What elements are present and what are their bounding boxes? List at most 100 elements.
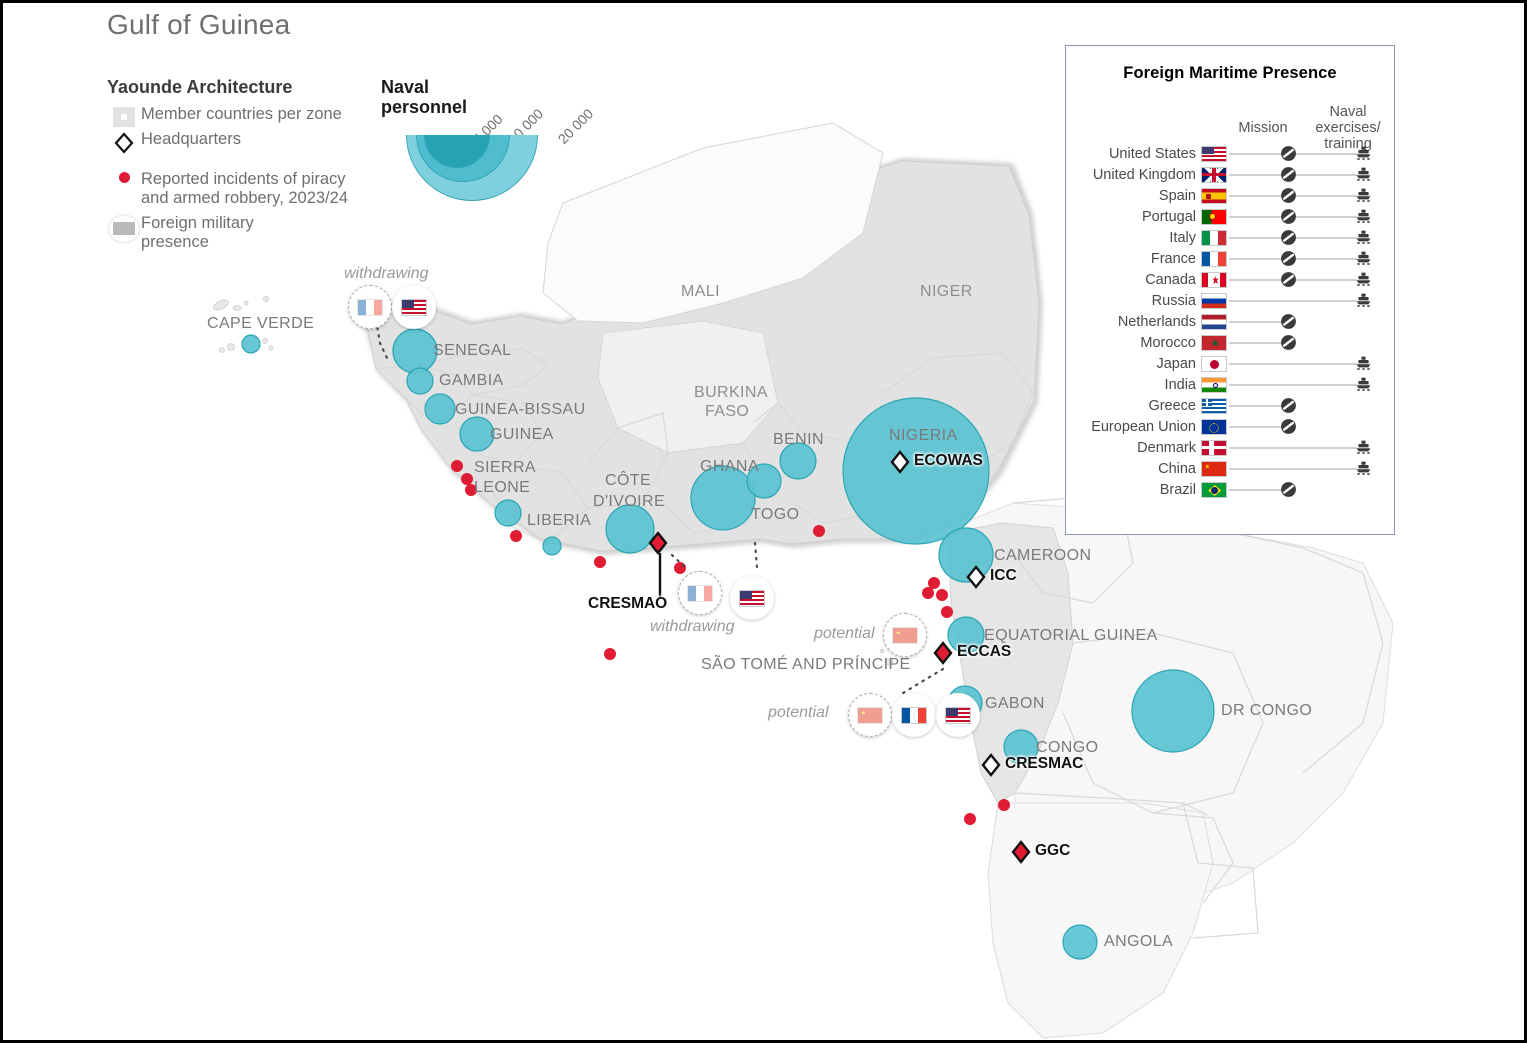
headquarters-label: CRESMAO [588,595,668,612]
maritime-presence-column-headers: Mission Naval exercises/ training [1066,99,1394,152]
piracy-incident-dot [922,587,934,599]
maritime-indicator-track [1227,374,1394,395]
naval-personnel-circle [459,416,495,452]
country-label: ANGOLA [1104,933,1174,950]
military-badge-caption: potential [768,704,829,721]
badge-gabon [848,693,980,737]
maritime-indicator-track [1227,311,1394,332]
flag-ru-icon [1201,292,1227,309]
flag-fr-icon [1201,250,1227,267]
eccas-zone-region [947,522,1074,804]
maritime-presence-row: Russia [1066,290,1394,311]
connector-line [1229,300,1357,302]
country-borders [374,348,1384,939]
diamond-icon [966,565,986,589]
naval-personnel-circle [1003,729,1039,765]
maritime-indicator-track [1227,269,1394,290]
country-label: GABON [985,695,1045,712]
naval-personnel-legend: Naval personnel 5 000 10 000 20 000 [381,73,611,203]
naval-personnel-circles [241,328,1215,960]
country-label: MALI [681,283,720,300]
legend-item-headquarters: Headquarters [107,130,397,154]
naval-exercise-ship-icon [1355,439,1372,456]
headquarters-marker [647,531,669,560]
country-label: LEONE [474,479,531,496]
military-flag-bubble [730,576,774,620]
maritime-country-name: Italy [1169,229,1196,246]
mission-icon [1280,187,1297,204]
piracy-incident-dot [594,556,606,568]
headquarters-marker [889,450,911,479]
flag-fr-icon [687,584,713,602]
connector-line [1229,405,1282,407]
country-label: EQUATORIAL GUINEA [984,627,1158,644]
naval-personnel-circle [424,393,456,425]
military-flag-bubble [678,571,722,615]
piracy-incident-dot [928,577,940,589]
badge-cote-divoire [678,571,722,615]
maritime-indicator-track [1227,458,1394,479]
legend-heading: Yaounde Architecture [107,77,293,97]
mission-icon [1280,166,1297,183]
maritime-presence-row: India [1066,374,1394,395]
military-flag-bubble [848,693,892,737]
country-label: TOGO [751,506,800,523]
country-label: FASO [705,403,750,420]
maritime-presence-row: United Kingdom [1066,164,1394,185]
legend-label-military-line1: Foreign military [141,213,254,232]
flag-pt-icon [1201,208,1227,225]
piracy-incident-dot [813,525,825,537]
foreign-maritime-presence-panel: Foreign Maritime Presence Mission Naval … [1065,45,1395,535]
maritime-indicator-track [1227,227,1394,248]
maritime-country-name: Spain [1158,187,1196,204]
flag-fr-icon [901,706,927,724]
naval-exercise-ship-icon [1355,229,1372,246]
maritime-presence-row: Netherlands [1066,311,1394,332]
maritime-country-name: Morocco [1140,334,1196,351]
flag-es-icon [1201,187,1227,204]
legend-item-military-presence: Foreign military presence [107,214,397,252]
maritime-presence-row: European Union [1066,416,1394,437]
naval-legend-title-line2: personnel [381,97,468,118]
mission-icon [1280,271,1297,288]
country-label: GUINEA-BISSAU [455,401,586,418]
flag-ca-icon [1201,271,1227,288]
country-label: SENEGAL [433,342,512,359]
maritime-country-name: Russia [1151,292,1196,309]
maritime-indicator-track [1227,185,1394,206]
flag-us-icon [401,298,427,316]
naval-exercise-ship-icon [1355,355,1372,372]
military-badge-caption: potential [814,625,875,642]
mission-icon [1280,481,1297,498]
naval-personnel-circle [241,334,261,354]
flag-dk-icon [1201,439,1227,456]
naval-personnel-circle [947,616,985,654]
country-label: CONGO [1036,739,1099,756]
flag-eu-icon [1201,418,1227,435]
flag-us-icon [739,589,765,607]
maritime-presence-row: United States [1066,143,1394,164]
headquarters-marker [1010,840,1032,869]
maritime-presence-row: Portugal [1066,206,1394,227]
country-label: SÃO TOMÉ AND PRÍNCIPE [701,656,911,673]
naval-exercise-ship-icon [1355,250,1372,267]
flag-br-icon [1201,481,1227,498]
country-label: CÔTE [605,472,652,489]
piracy-incident-dot [998,799,1010,811]
diamond-icon [981,753,1001,777]
naval-exercise-ship-icon [1355,166,1372,183]
country-label: BENIN [773,431,824,448]
maritime-country-name: Portugal [1141,208,1196,225]
maritime-indicator-track [1227,206,1394,227]
maritime-country-name: France [1150,250,1196,267]
mission-icon [1280,208,1297,225]
military-flag-bubble [892,693,936,737]
headquarters-label: GGC [1035,842,1071,859]
flag-fr-icon [357,298,383,316]
country-label: NIGER [920,283,973,300]
country-label: D'IVOIRE [593,493,666,510]
connector-line [1229,426,1282,428]
column-header-exercises-line1: Naval exercises/ [1315,104,1381,136]
naval-exercise-ship-icon [1355,292,1372,309]
